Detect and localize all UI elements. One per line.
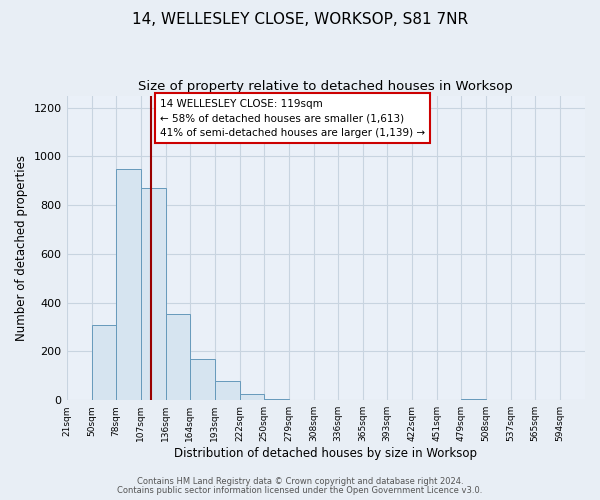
Text: Contains HM Land Registry data © Crown copyright and database right 2024.: Contains HM Land Registry data © Crown c… — [137, 477, 463, 486]
Text: 14, WELLESLEY CLOSE, WORKSOP, S81 7NR: 14, WELLESLEY CLOSE, WORKSOP, S81 7NR — [132, 12, 468, 28]
Text: 14 WELLESLEY CLOSE: 119sqm
← 58% of detached houses are smaller (1,613)
41% of s: 14 WELLESLEY CLOSE: 119sqm ← 58% of deta… — [160, 98, 425, 138]
Text: Contains public sector information licensed under the Open Government Licence v3: Contains public sector information licen… — [118, 486, 482, 495]
Bar — [92, 324, 116, 400]
Bar — [166, 314, 190, 400]
Title: Size of property relative to detached houses in Worksop: Size of property relative to detached ho… — [139, 80, 513, 93]
Bar — [215, 380, 239, 400]
Bar — [264, 399, 289, 400]
Bar — [461, 399, 486, 400]
Bar — [116, 168, 140, 400]
Y-axis label: Number of detached properties: Number of detached properties — [15, 155, 28, 341]
Bar — [190, 359, 215, 400]
Bar — [239, 394, 264, 400]
X-axis label: Distribution of detached houses by size in Worksop: Distribution of detached houses by size … — [174, 447, 477, 460]
Bar — [140, 188, 166, 400]
